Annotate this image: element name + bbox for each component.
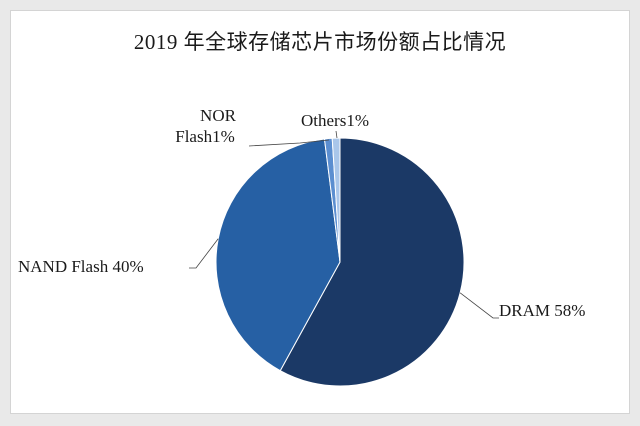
chart-title: 2019 年全球存储芯片市场份额占比情况 [133,30,507,54]
leader-line-nor-flash [248,139,330,147]
pie-slice-dram [279,137,465,387]
leader-line-dram [459,292,499,319]
slice-label-others: Others1% [301,111,369,130]
slice-label-nor-flash-line1: NOR [200,106,237,125]
leader-line-others [335,130,338,139]
slice-label-nand-flash: NAND Flash 40% [18,257,144,276]
pie-slice-nand-flash [215,138,341,372]
leader-line-nand-flash [189,238,219,269]
pie-slice-others [331,137,341,263]
slice-label-nor-flash-line2: Flash1% [175,127,235,146]
slice-label-dram: DRAM 58% [499,301,585,320]
